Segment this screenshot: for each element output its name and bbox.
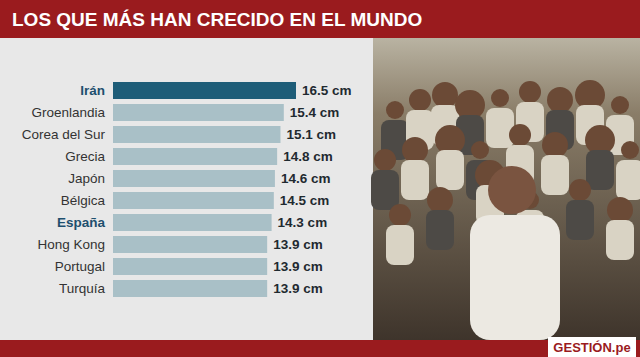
photo-figure — [471, 141, 489, 159]
background — [0, 0, 640, 357]
source: GESTIÓN.pe — [553, 340, 630, 355]
bar — [113, 258, 267, 275]
data-label: 15.4 cm — [290, 105, 340, 120]
bar — [113, 236, 267, 253]
category-label: Groenlandia — [31, 105, 105, 120]
category-label: Turquía — [59, 281, 106, 296]
photo-figure — [611, 96, 629, 114]
photo-figure — [586, 150, 614, 190]
data-label: 16.5 cm — [302, 83, 352, 98]
labels: Irán 16.5 cm Groenlandia 15.4 cm Corea del S… — [22, 83, 352, 296]
photo-figure — [491, 89, 509, 107]
data-label: 14.8 cm — [283, 149, 333, 164]
photo-figure — [470, 215, 560, 340]
photo-figure — [427, 187, 453, 213]
photo-figure — [607, 197, 633, 223]
photo-figure — [621, 141, 639, 159]
data-label: 14.5 cm — [280, 193, 330, 208]
photo-figure — [374, 149, 396, 171]
photo-figure — [426, 210, 454, 250]
category-label: Grecia — [65, 149, 105, 164]
data-label: 13.9 cm — [273, 259, 323, 274]
category-label: Irán — [80, 83, 105, 98]
photo-figure — [541, 155, 569, 195]
photo-figure — [486, 108, 514, 148]
photo-figure — [509, 124, 531, 146]
bar — [113, 126, 280, 143]
category-label: Japón — [68, 171, 105, 186]
photo-figure — [542, 132, 568, 158]
chart: LOS QUE MÁS HAN CRECIDO EN EL MUNDO GESTI… — [0, 0, 640, 357]
photo-figure — [569, 179, 591, 201]
data-label: 15.1 cm — [286, 127, 336, 142]
photo-figure — [436, 150, 464, 190]
photo-figure — [371, 170, 399, 210]
data-label: 14.3 cm — [278, 215, 328, 230]
photo — [371, 38, 640, 340]
photo-figure — [389, 204, 411, 226]
bar — [113, 214, 272, 231]
title: LOS QUE MÁS HAN CRECIDO EN EL MUNDO — [12, 9, 422, 30]
category-label: España — [57, 215, 106, 230]
category-label: Bélgica — [61, 193, 106, 208]
photo-figure — [409, 89, 431, 111]
bar — [113, 104, 284, 121]
photo-figure — [402, 137, 428, 163]
bar — [113, 82, 296, 99]
photo-figure — [401, 160, 429, 200]
bars — [113, 82, 296, 297]
photo-figure — [566, 200, 594, 240]
photo-figure — [547, 87, 573, 113]
title-band — [0, 0, 640, 38]
bar — [113, 192, 274, 209]
bar — [113, 170, 275, 187]
category-label: Portugal — [55, 259, 105, 274]
photo-figure — [386, 101, 404, 119]
photo-figure — [432, 82, 458, 108]
bar — [113, 280, 267, 297]
category-label: Hong Kong — [37, 237, 105, 252]
data-label: 13.9 cm — [273, 281, 323, 296]
footer-band — [0, 340, 640, 357]
photo-figure — [488, 166, 536, 214]
photo-figure — [386, 225, 414, 265]
data-label: 13.9 cm — [273, 237, 323, 252]
category-label: Corea del Sur — [22, 127, 106, 142]
photo-figure — [519, 81, 541, 103]
data-label: 14.6 cm — [281, 171, 331, 186]
photo-bg — [373, 38, 640, 340]
bar — [113, 148, 277, 165]
logo-box — [548, 337, 636, 357]
photo-figure — [616, 160, 640, 200]
photo-figure — [606, 220, 634, 260]
